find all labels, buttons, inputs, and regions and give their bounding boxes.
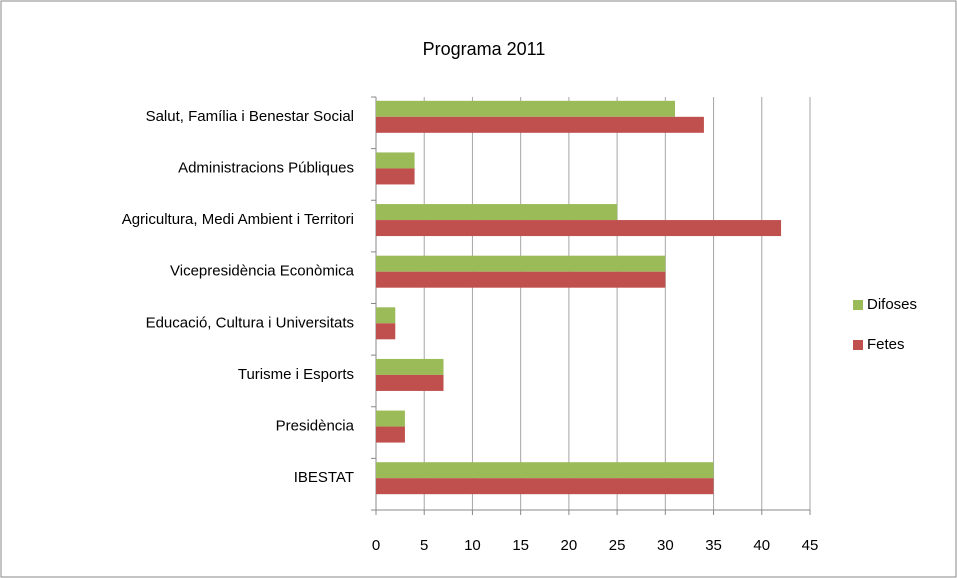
legend-label: Difoses xyxy=(867,296,917,313)
x-tick-label: 45 xyxy=(802,537,819,554)
y-tick-label: Agricultura, Medi Ambient i Territori xyxy=(122,211,354,228)
bar xyxy=(376,426,405,443)
bar xyxy=(376,152,415,169)
x-tick-label: 25 xyxy=(609,537,626,554)
bar xyxy=(376,374,444,391)
bar xyxy=(376,100,675,117)
legend-label: Fetes xyxy=(867,336,905,353)
y-tick-label: Presidència xyxy=(276,418,355,435)
x-tick-label: 5 xyxy=(420,537,428,554)
chart-title: Programa 2011 xyxy=(423,39,546,59)
y-tick-label: Vicepresidència Econòmica xyxy=(170,263,355,280)
bar xyxy=(376,462,714,479)
bar xyxy=(376,323,396,340)
y-tick-label: Educació, Cultura i Universitats xyxy=(146,314,354,331)
x-tick-label: 40 xyxy=(753,537,770,554)
bar xyxy=(376,478,714,495)
x-tick-label: 0 xyxy=(372,537,380,554)
bar xyxy=(376,358,444,375)
x-tick-label: 35 xyxy=(705,537,722,554)
x-tick-label: 30 xyxy=(657,537,674,554)
x-tick-label: 15 xyxy=(512,537,529,554)
y-tick-label: Administracions Públiques xyxy=(178,159,354,176)
legend-swatch xyxy=(853,340,863,350)
bar xyxy=(376,168,415,185)
bar xyxy=(376,255,666,272)
bar xyxy=(376,116,704,133)
y-tick-label: Salut, Família i Benestar Social xyxy=(146,108,354,125)
y-tick-label: Turisme i Esports xyxy=(238,366,354,383)
x-tick-label: 20 xyxy=(561,537,578,554)
x-tick-label: 10 xyxy=(464,537,481,554)
bar xyxy=(376,410,405,427)
bar xyxy=(376,271,666,288)
legend-swatch xyxy=(853,300,863,310)
y-tick-label: IBESTAT xyxy=(294,469,354,486)
bar xyxy=(376,204,618,221)
bar xyxy=(376,220,782,237)
bar xyxy=(376,307,396,324)
